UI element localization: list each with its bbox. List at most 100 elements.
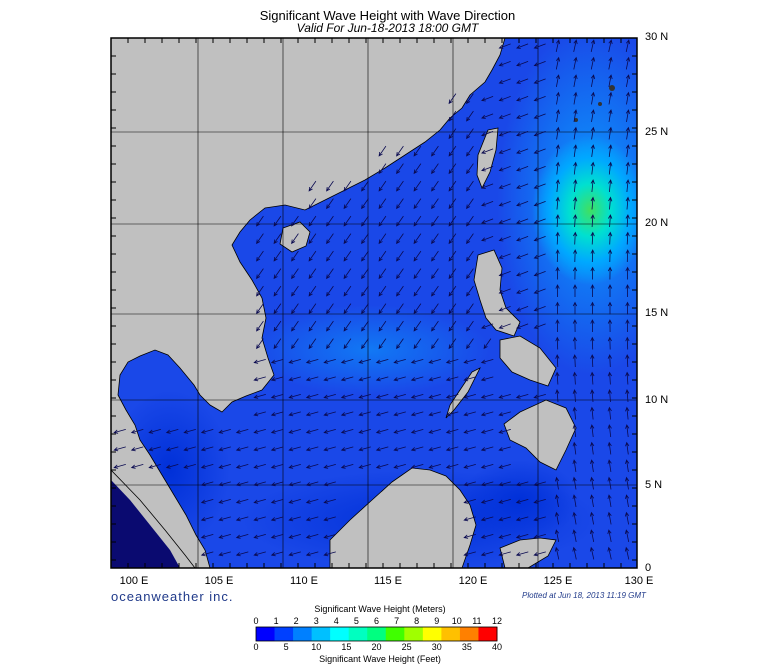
wave-direction-arrow <box>165 464 179 469</box>
wave-direction-arrow <box>555 371 560 385</box>
wave-direction-arrow <box>200 464 214 469</box>
wave-direction-arrow <box>533 551 546 557</box>
wave-direction-arrow <box>308 268 317 280</box>
wave-direction-arrow <box>361 215 369 227</box>
brand-logo: oceanweather inc. <box>111 589 234 604</box>
wave-direction-arrow <box>378 250 387 262</box>
lon-label-130e: 130 E <box>624 575 654 587</box>
wave-direction-arrow <box>305 464 319 469</box>
wave-direction-arrow <box>305 359 319 364</box>
wave-direction-arrow <box>448 110 457 122</box>
wave-direction-arrow <box>625 231 630 245</box>
wave-direction-arrow <box>270 464 284 469</box>
wave-direction-arrow <box>590 319 595 333</box>
wave-direction-arrow <box>590 371 595 385</box>
wave-direction-arrow <box>305 516 319 522</box>
wave-direction-arrow <box>378 338 387 350</box>
wave-direction-arrow <box>113 446 126 452</box>
colorbar-swatch <box>385 627 405 641</box>
wave-direction-arrow <box>256 233 264 245</box>
wave-direction-arrow <box>375 359 389 364</box>
wave-direction-arrow <box>253 551 266 557</box>
wave-direction-arrow <box>256 268 264 280</box>
colorbar-swatch <box>348 627 368 641</box>
wave-direction-arrow <box>410 394 424 399</box>
colorbar-feet-tick: 25 <box>401 642 412 652</box>
wave-direction-arrow <box>431 198 439 210</box>
wave-direction-arrow <box>463 429 476 434</box>
wave-direction-arrow <box>148 429 161 434</box>
wave-direction-arrow <box>554 511 560 525</box>
wave-swell-field-peak <box>532 135 637 285</box>
wave-direction-arrow <box>305 394 319 399</box>
wave-direction-arrow <box>590 39 596 52</box>
colorbar-feet-tick: 0 <box>253 642 259 652</box>
wave-direction-arrow <box>555 196 560 210</box>
wave-direction-arrow <box>183 464 196 469</box>
wave-direction-arrow <box>466 285 474 297</box>
colorbar-swatch <box>441 627 461 641</box>
wave-direction-arrow <box>625 39 631 52</box>
wave-direction-arrow <box>590 301 595 315</box>
wave-direction-arrow <box>572 319 578 333</box>
wave-direction-arrow <box>572 406 577 420</box>
wave-direction-arrow <box>448 180 457 192</box>
wave-direction-arrow <box>590 424 595 438</box>
wave-direction-arrow <box>480 499 494 504</box>
wave-direction-arrow <box>291 250 299 262</box>
wave-direction-arrow <box>291 215 299 227</box>
wave-direction-arrow <box>498 271 511 277</box>
wave-direction-arrow <box>625 424 630 438</box>
wave-direction-arrow <box>463 376 476 382</box>
wave-direction-arrow <box>428 429 441 434</box>
wave-direction-arrow <box>590 161 595 175</box>
wave-direction-arrow <box>516 288 529 294</box>
wave-direction-arrow <box>431 268 439 280</box>
wave-direction-arrow <box>130 429 144 434</box>
wave-direction-arrow <box>463 464 476 469</box>
wave-direction-arrow <box>218 516 231 522</box>
wave-direction-arrow <box>608 91 613 105</box>
wave-direction-arrow <box>555 389 560 403</box>
wave-field-celebes <box>460 460 580 540</box>
wave-direction-arrow <box>375 464 389 469</box>
wave-direction-arrow <box>253 394 266 399</box>
wave-direction-arrow <box>555 179 560 193</box>
wave-direction-arrow <box>413 233 422 245</box>
lon-label-115e: 115 E <box>374 575 402 587</box>
wave-direction-arrow <box>625 56 631 70</box>
wave-direction-arrow <box>448 198 457 210</box>
wave-direction-arrow <box>481 201 494 207</box>
wave-direction-arrow <box>533 78 546 84</box>
colorbar-feet-tick: 15 <box>341 642 352 652</box>
wave-direction-arrow <box>481 96 494 102</box>
wave-direction-arrow <box>165 429 179 434</box>
wave-direction-arrow <box>323 394 336 399</box>
wave-direction-arrow <box>113 429 126 434</box>
wave-direction-arrow <box>625 196 630 210</box>
wave-direction-arrow <box>607 319 613 333</box>
wave-direction-arrow <box>343 303 352 315</box>
wave-direction-arrow <box>555 231 560 245</box>
wave-direction-arrow <box>607 371 612 385</box>
wave-direction-arrow <box>445 394 459 399</box>
wave-direction-arrow <box>431 215 439 227</box>
wave-direction-arrow <box>481 131 494 137</box>
wave-direction-arrow <box>323 499 336 504</box>
wave-direction-arrow <box>183 429 196 434</box>
wave-direction-arrow <box>291 338 299 350</box>
wave-direction-arrow <box>554 529 560 542</box>
wave-direction-arrow <box>273 250 282 262</box>
wave-direction-arrow <box>288 429 301 434</box>
wave-direction-arrow <box>498 166 511 172</box>
wave-direction-arrow <box>113 464 126 469</box>
wave-direction-arrow <box>555 214 560 228</box>
wave-direction-arrow <box>358 359 371 364</box>
wave-direction-arrow <box>572 476 577 490</box>
wave-direction-arrow <box>533 253 546 259</box>
wave-direction-arrow <box>590 249 595 263</box>
colorbar-meters-tick: 6 <box>373 616 379 626</box>
wave-direction-arrow <box>326 285 334 297</box>
wave-direction-arrow <box>590 266 595 280</box>
